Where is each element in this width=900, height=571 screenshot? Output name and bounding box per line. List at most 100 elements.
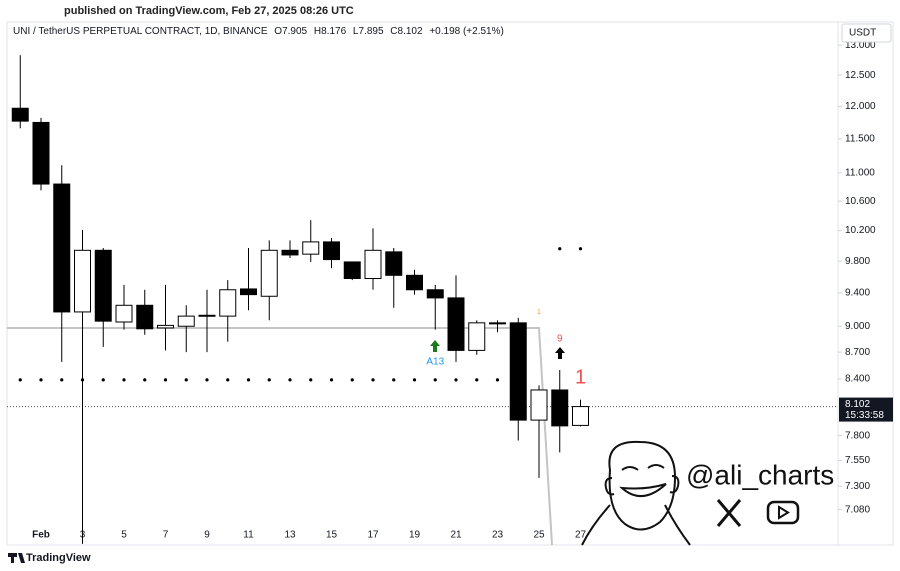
- watermark-face: [581, 440, 691, 546]
- x-tick-label: 17: [367, 530, 379, 541]
- candle-body: [94, 249, 112, 322]
- y-tick-label: 7.300: [845, 481, 870, 492]
- footer-brand: TradingView: [26, 552, 91, 564]
- signal-dot: [39, 378, 43, 382]
- y-tick-label: 9.400: [845, 288, 870, 299]
- ohlc-high: H8.176: [313, 26, 347, 37]
- candle-body: [219, 289, 237, 317]
- signal-dot: [184, 378, 188, 382]
- candle-body: [343, 261, 361, 280]
- signal-dot: [558, 247, 562, 251]
- signal-dot: [392, 378, 396, 382]
- x-tick-label: 21: [450, 530, 462, 541]
- candle-body: [157, 324, 174, 329]
- x-tick-label: 15: [326, 530, 338, 541]
- y-tick-label: 10.600: [845, 196, 876, 207]
- watermark-handle: @ali_charts: [686, 459, 834, 490]
- candle-body: [136, 304, 154, 330]
- y-tick-label: 7.080: [845, 504, 870, 515]
- y-tick-label: 8.700: [845, 347, 870, 358]
- tv-logo: [8, 553, 25, 563]
- signal-dot: [371, 378, 375, 382]
- candle-body: [406, 274, 423, 291]
- y-tick-label: 12.500: [845, 70, 876, 81]
- time-axis: Feb 3 5 7 9 11 13 15 17 19 21 23 25 27: [32, 530, 586, 541]
- signal-dot: [60, 378, 64, 382]
- buy-arrow: [555, 347, 565, 359]
- signal-dot: [578, 247, 583, 251]
- buy-arrow: [430, 340, 440, 352]
- x-tick-label: Feb: [32, 530, 50, 541]
- signal-dot: [433, 378, 437, 382]
- candle-body: [447, 297, 465, 351]
- y-tick-label: 7.800: [845, 430, 870, 441]
- x-tick-label: 27: [575, 530, 587, 541]
- y-tick-label: 11.000: [845, 167, 875, 178]
- level-line: [7, 326, 553, 545]
- signal-dot: [288, 378, 292, 382]
- symbol: UNI / TetherUS PERPETUAL CONTRACT, 1D, B…: [13, 26, 268, 37]
- candle-body: [509, 322, 527, 421]
- y-tick-label: 11.500: [845, 134, 875, 145]
- signal-dot: [495, 378, 500, 382]
- ohlc-low: L7.895: [352, 26, 384, 37]
- candle-body: [74, 249, 91, 313]
- ohlc-close: C8.102: [390, 26, 423, 37]
- candle-body: [551, 389, 569, 427]
- y-tick-label: 13.000: [845, 40, 876, 51]
- youtube-play: [778, 505, 790, 520]
- signal-label: 9: [557, 334, 563, 345]
- candle-body: [198, 314, 216, 317]
- signal-label: 1: [537, 309, 541, 316]
- y-tick-label: 10.200: [845, 225, 876, 236]
- signal-dot: [412, 378, 417, 382]
- published-line: published on TradingView.com, Feb 27, 20…: [64, 5, 354, 17]
- candle-body: [115, 304, 133, 323]
- y-tick-label: 9.800: [845, 256, 870, 267]
- symbol-info: UNI / TetherUS PERPETUAL CONTRACT, 1D, B…: [13, 26, 508, 37]
- candle-body: [530, 389, 548, 421]
- signal-dot: [122, 378, 126, 382]
- signal-dot: [309, 378, 313, 382]
- ohlc-open: O7.905: [274, 26, 308, 37]
- candle-body: [302, 241, 320, 255]
- y-tick-label: 7.550: [845, 455, 870, 466]
- price-tag-value: 8.102: [845, 399, 870, 410]
- currency-box: [841, 23, 892, 43]
- price-axis: 13.000 12.500 12.000 11.500 11.000 10.600 10.2…: [838, 40, 893, 515]
- signal-dot: [143, 378, 147, 382]
- candle-body: [53, 183, 71, 313]
- candle-body: [323, 241, 340, 261]
- candle-body: [240, 288, 257, 296]
- x-tick-label: 7: [163, 530, 169, 541]
- x-tick-label: 11: [243, 530, 254, 541]
- plot-area: [7, 55, 838, 545]
- candle-body: [11, 107, 29, 122]
- x-tick-label: 13: [284, 530, 296, 541]
- signal-dot: [329, 378, 334, 382]
- signal-dot: [350, 378, 354, 382]
- x-tick-label: 23: [492, 530, 504, 541]
- signal-label: 1: [575, 366, 586, 388]
- signal-dot: [18, 378, 22, 382]
- signal-dot: [454, 378, 458, 382]
- youtube-logo: [766, 500, 800, 525]
- x-logo: [716, 499, 742, 527]
- change: +0.198 (+2.51%): [429, 26, 504, 37]
- x-tick-label: 5: [121, 530, 127, 541]
- candle-body: [281, 249, 299, 256]
- x-tick-label: 19: [409, 530, 421, 541]
- y-tick-label: 8.400: [845, 374, 870, 385]
- candle-body: [32, 121, 50, 185]
- candle-body: [426, 289, 444, 299]
- price-tag-countdown: 15:33:58: [845, 410, 884, 421]
- signal-dot: [205, 378, 209, 382]
- signal-label: A13: [426, 357, 444, 368]
- signal-dot: [267, 378, 271, 382]
- x-tick-label: 3: [80, 530, 86, 541]
- y-tick-label: 12.000: [845, 101, 876, 112]
- signal-dot: [101, 378, 105, 382]
- candle-body: [364, 249, 382, 280]
- price-tag: [839, 397, 893, 422]
